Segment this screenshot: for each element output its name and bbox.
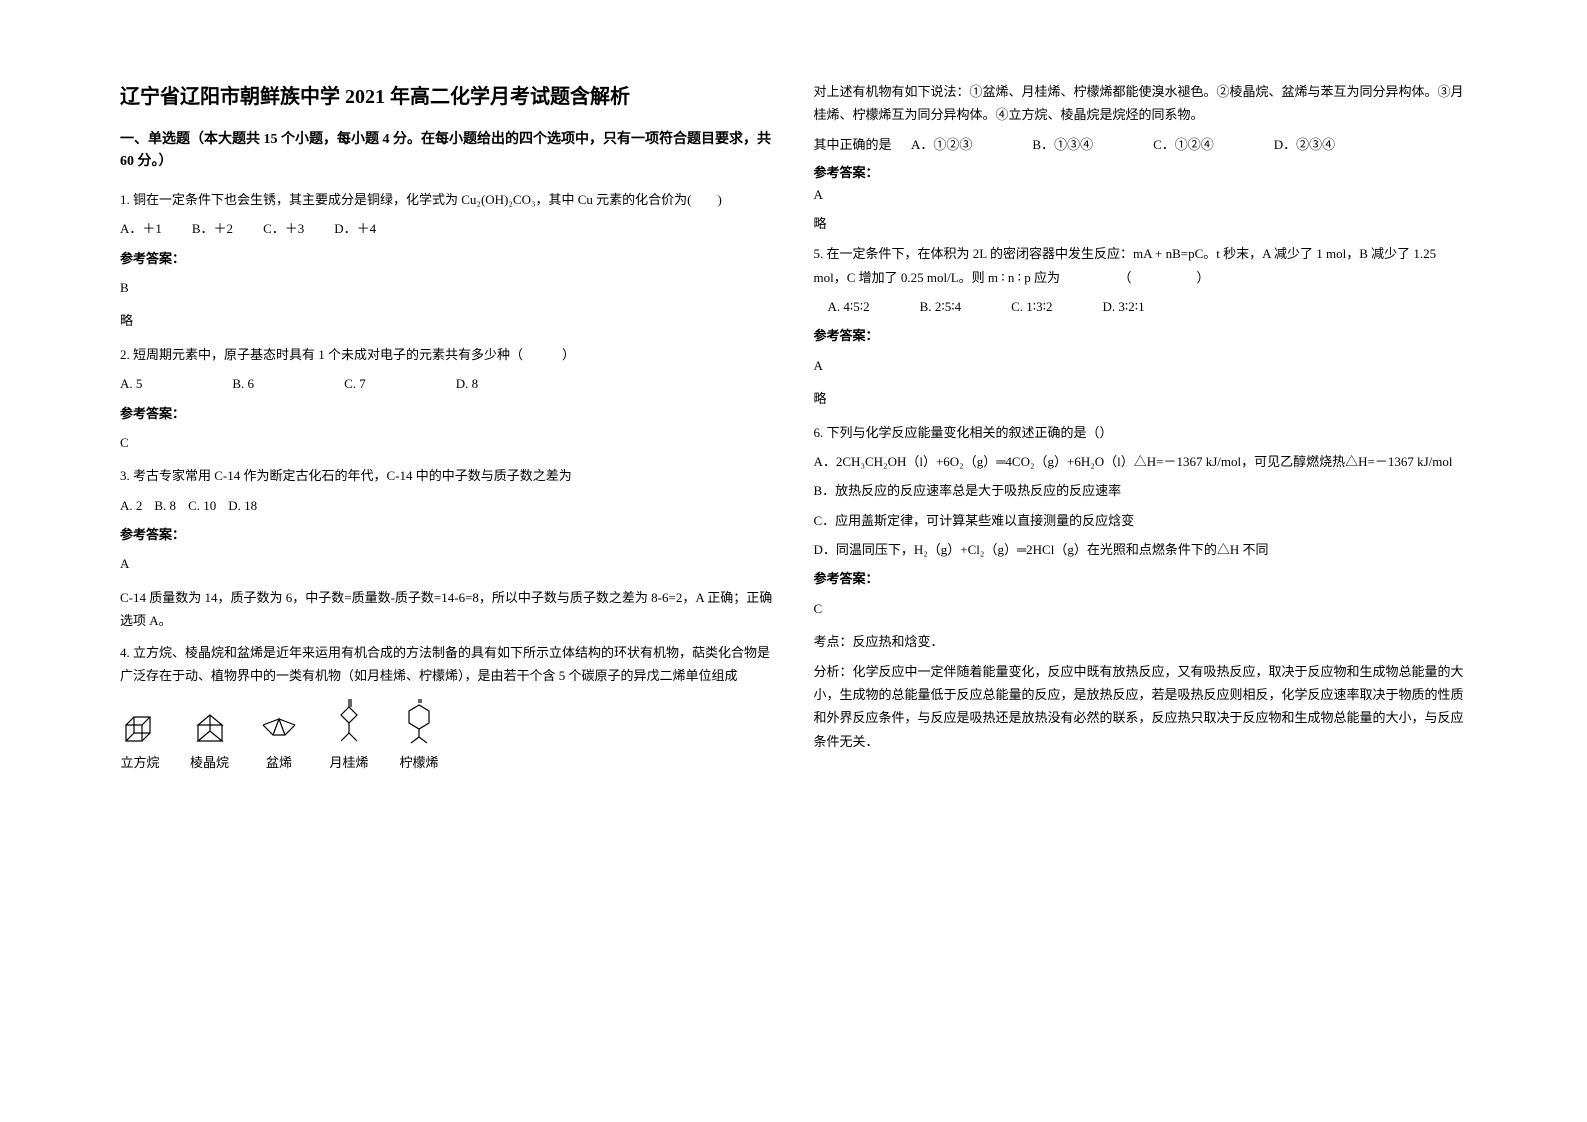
q5-text: 5. 在一定条件下，在体积为 2L 的密闭容器中发生反应：mA + nB=pC。…	[814, 242, 1468, 289]
q6-answer-label: 参考答案：	[814, 567, 1468, 590]
q2-opt-b: B. 6	[232, 372, 254, 395]
q6-keypoint: 考点：反应热和焓变．	[814, 630, 1468, 653]
q4-opt-a: A．①②③	[911, 133, 972, 156]
cubane-icon	[120, 711, 160, 747]
limonene-icon	[399, 697, 439, 747]
q1-answer-label: 参考答案：	[120, 247, 774, 270]
q5-note: 略	[814, 387, 1468, 410]
section-header: 一、单选题（本大题共 15 个小题，每小题 4 分。在每小题给出的四个选项中，只…	[120, 129, 774, 174]
question-5: 5. 在一定条件下，在体积为 2L 的密闭容器中发生反应：mA + nB=pC。…	[814, 242, 1468, 410]
q2-opt-c: C. 7	[344, 372, 366, 395]
q4-options: 其中正确的是 A．①②③ B．①③④ C．①②④ D．②③④	[814, 133, 1468, 156]
q4-text2: 对上述有机物有如下说法：①盆烯、月桂烯、柠檬烯都能使溴水褪色。②棱晶烷、盆烯与苯…	[814, 80, 1468, 127]
q3-text: 3. 考古专家常用 C-14 作为断定古化石的年代，C-14 中的中子数与质子数…	[120, 464, 774, 487]
q3-opt-b: B. 8	[154, 494, 176, 517]
q5-options: A. 4∶5∶2 B. 2∶5∶4 C. 1∶3∶2 D. 3∶2∶1	[814, 295, 1468, 318]
q6-opt-b: B．放热反应的反应速率总是大于吸热反应的反应速率	[814, 479, 1468, 502]
q5-answer-label: 参考答案：	[814, 324, 1468, 347]
q1-answer: B	[120, 276, 774, 299]
prismane-icon	[192, 711, 228, 747]
q1-note: 略	[120, 309, 774, 332]
q4-answer-label: 参考答案：	[814, 162, 1468, 181]
q1-opt-c: C．＋3	[263, 217, 304, 240]
q2-opt-a: A. 5	[120, 372, 142, 395]
mol-benzvalene-label: 盆烯	[266, 751, 292, 774]
q4-prompt: 其中正确的是	[814, 137, 892, 152]
mol-myrcene: 月桂烯	[329, 697, 369, 774]
q4-text1: 4. 立方烷、棱晶烷和盆烯是近年来运用有机合成的方法制备的具有如下所示立体结构的…	[120, 641, 774, 688]
question-3: 3. 考古专家常用 C-14 作为断定古化石的年代，C-14 中的中子数与质子数…	[120, 464, 774, 632]
mol-prismane: 棱晶烷	[190, 711, 229, 774]
q2-answer: C	[120, 431, 774, 454]
benzvalene-icon	[259, 715, 299, 747]
mol-myrcene-label: 月桂烯	[330, 751, 369, 774]
q1-opt-b: B．＋2	[192, 217, 233, 240]
q5-opt-d: D. 3∶2∶1	[1103, 295, 1145, 318]
q5-opt-a: A. 4∶5∶2	[828, 295, 870, 318]
q3-options: A. 2 B. 8 C. 10 D. 18	[120, 494, 774, 517]
q3-opt-c: C. 10	[188, 494, 216, 517]
q6-analysis: 分析：化学反应中一定伴随着能量变化，反应中既有放热反应，又有吸热反应，取决于反应…	[814, 660, 1468, 754]
q6-opt-d: D．同温同压下，H₂（g）+Cl₂（g）═2HCl（g）在光照和点燃条件下的△H…	[814, 538, 1468, 561]
q2-options: A. 5 B. 6 C. 7 D. 8	[120, 372, 774, 395]
q6-text: 6. 下列与化学反应能量变化相关的叙述正确的是（）	[814, 421, 1468, 444]
q1-options: A．＋1 B．＋2 C．＋3 D．＋4	[120, 217, 774, 240]
q1-opt-a: A．＋1	[120, 217, 162, 240]
q3-opt-d: D. 18	[228, 494, 257, 517]
q1-opt-d: D．＋4	[334, 217, 376, 240]
q4-opt-b: B．①③④	[1032, 133, 1093, 156]
question-6: 6. 下列与化学反应能量变化相关的叙述正确的是（） A．2CH₃CH₂OH（l）…	[814, 421, 1468, 754]
myrcene-icon	[329, 697, 369, 747]
q5-answer: A	[814, 354, 1468, 377]
q4-opt-d: D．②③④	[1274, 133, 1335, 156]
mol-limonene: 柠檬烯	[399, 697, 439, 774]
q6-opt-c: C．应用盖斯定律，可计算某些难以直接测量的反应焓变	[814, 509, 1468, 532]
q3-explanation: C-14 质量数为 14，质子数为 6，中子数=质量数-质子数=14-6=8，所…	[120, 586, 774, 633]
q5-opt-c: C. 1∶3∶2	[1011, 295, 1052, 318]
question-4: 4. 立方烷、棱晶烷和盆烯是近年来运用有机合成的方法制备的具有如下所示立体结构的…	[120, 641, 774, 775]
q6-opt-a: A．2CH₃CH₂OH（l）+6O₂（g）═4CO₂（g）+6H₂O（l）△H=…	[814, 450, 1468, 473]
q3-answer: A	[120, 552, 774, 575]
q3-opt-a: A. 2	[120, 494, 142, 517]
question-2: 2. 短周期元素中，原子基态时具有 1 个未成对电子的元素共有多少种（ ） A.…	[120, 343, 774, 455]
q2-text: 2. 短周期元素中，原子基态时具有 1 个未成对电子的元素共有多少种（ ）	[120, 343, 774, 366]
question-1: 1. 铜在一定条件下也会生锈，其主要成分是铜绿，化学式为 Cu₂(OH)₂CO₃…	[120, 188, 774, 333]
mol-prismane-label: 棱晶烷	[190, 751, 229, 774]
q2-opt-d: D. 8	[456, 372, 478, 395]
q6-answer: C	[814, 597, 1468, 620]
q4-note: 略	[814, 213, 1468, 232]
mol-cubane: 立方烷	[120, 711, 160, 774]
q2-answer-label: 参考答案：	[120, 402, 774, 425]
q4-molecules: 立方烷 棱晶烷	[120, 697, 774, 774]
q4-answer: A	[814, 187, 1468, 203]
q1-text: 1. 铜在一定条件下也会生锈，其主要成分是铜绿，化学式为 Cu₂(OH)₂CO₃…	[120, 188, 774, 211]
mol-cubane-label: 立方烷	[120, 751, 159, 774]
q3-answer-label: 参考答案：	[120, 523, 774, 546]
mol-limonene-label: 柠檬烯	[400, 751, 439, 774]
q5-opt-b: B. 2∶5∶4	[920, 295, 961, 318]
mol-benzvalene: 盆烯	[259, 715, 299, 774]
exam-title: 辽宁省辽阳市朝鲜族中学 2021 年高二化学月考试题含解析	[120, 80, 774, 109]
q4-opt-c: C．①②④	[1153, 133, 1214, 156]
